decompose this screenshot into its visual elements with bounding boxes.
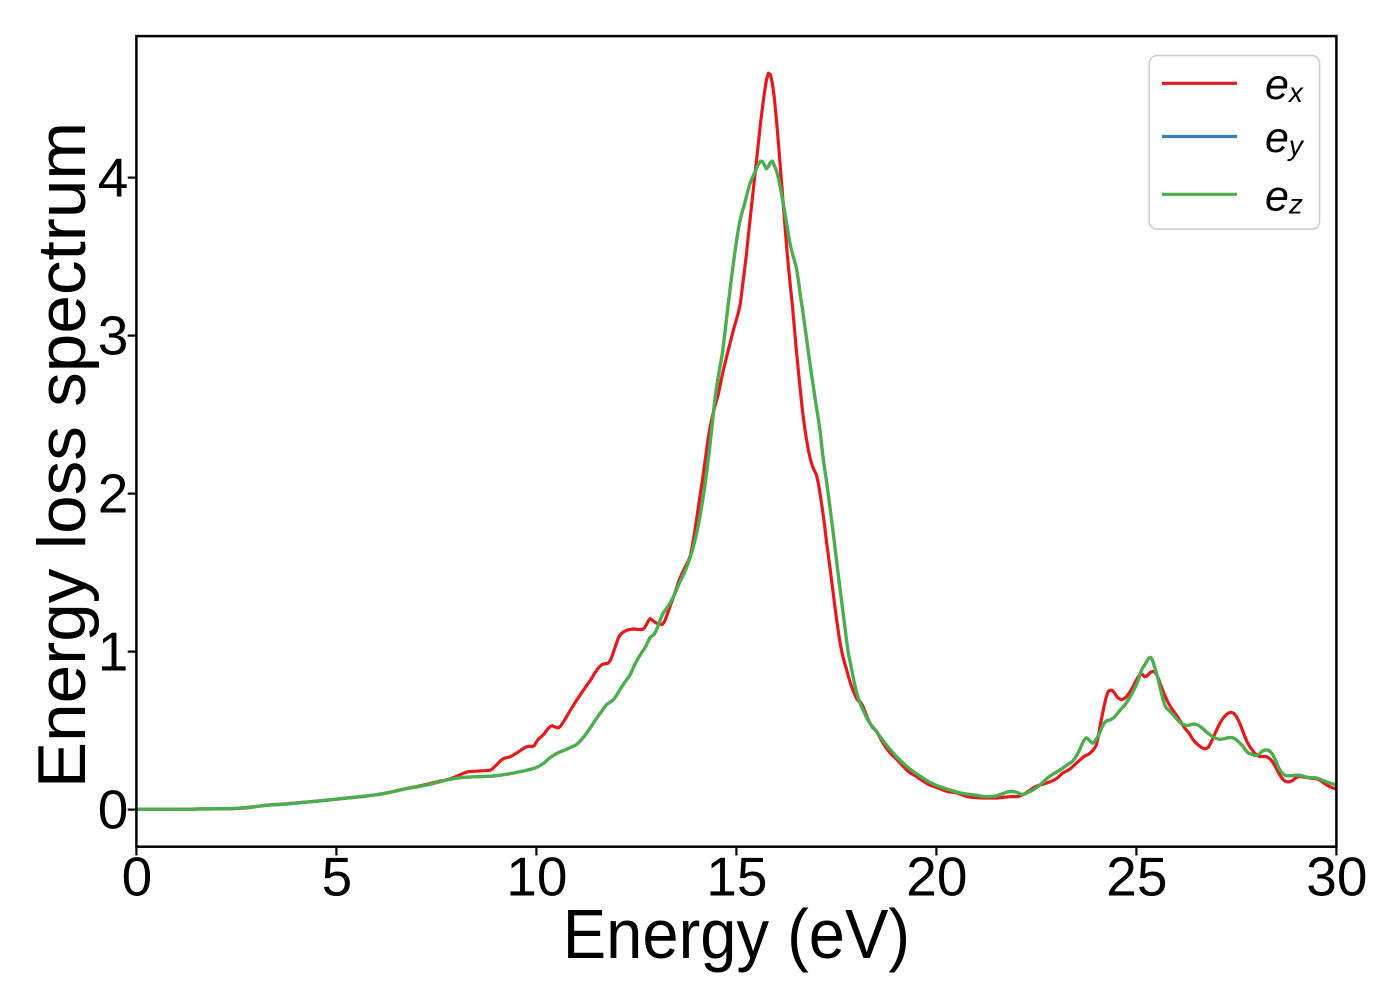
svg-text:20: 20 <box>906 846 967 908</box>
svg-text:4: 4 <box>98 146 129 208</box>
svg-text:1: 1 <box>98 620 129 682</box>
svg-text:25: 25 <box>1106 846 1167 908</box>
svg-text:2: 2 <box>98 462 129 524</box>
svg-text:Energy (eV): Energy (eV) <box>563 896 910 974</box>
svg-text:10: 10 <box>506 846 567 908</box>
svg-text:3: 3 <box>98 304 129 366</box>
svg-text:Energy loss spectrum: Energy loss spectrum <box>24 122 100 788</box>
svg-text:0: 0 <box>98 778 129 840</box>
svg-text:30: 30 <box>1306 846 1367 908</box>
svg-text:15: 15 <box>706 846 767 908</box>
svg-text:5: 5 <box>322 846 353 908</box>
svg-text:0: 0 <box>122 846 153 908</box>
